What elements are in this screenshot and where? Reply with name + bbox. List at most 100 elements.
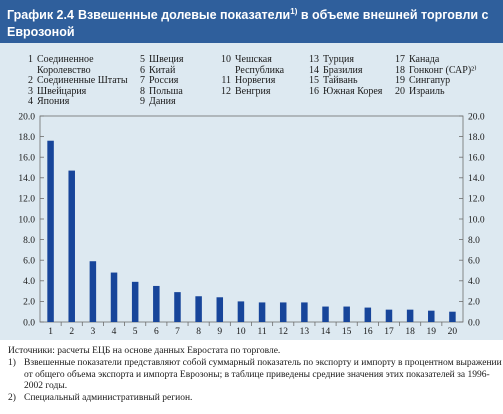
legend-item-name: Бразилия — [323, 64, 363, 76]
x-tick-label: 9 — [217, 327, 222, 337]
x-tick-label: 20 — [448, 327, 458, 337]
legend-item-name: Тайвань — [323, 75, 358, 86]
legend-item-number: 19 — [395, 75, 405, 86]
x-tick-label: 7 — [175, 327, 180, 337]
legend-item-number: 17 — [395, 54, 405, 65]
chart-title-text-rest: в объеме внешней торговли с Еврозоной — [7, 8, 489, 40]
bar — [258, 302, 266, 322]
chart-title-text: Взвешенные долевые показатели — [77, 8, 291, 23]
x-tick-label: 6 — [154, 327, 159, 337]
legend-item: 1 Соединенное — [20, 54, 128, 66]
legend-item-name: Швейцария — [37, 85, 87, 97]
legend-item: 17 Канада — [392, 54, 477, 66]
legend-item-name: Турция — [323, 54, 354, 65]
bar-chart: 0.0 0.02.0 2.04.0 4.06.0 6.08.0 8.010.0 10.012… — [18, 112, 485, 337]
legend-item-name: Чешская — [235, 54, 272, 65]
bar — [153, 285, 160, 322]
chart-footer: Источники: расчеты ЕЦБ на основе данных … — [0, 346, 503, 405]
legend-item: 10 Чешская — [218, 54, 284, 66]
legend-item-number: 12 — [221, 85, 231, 97]
x-tick-label: 14 — [321, 327, 331, 337]
legend-item-name-continued: Королевство — [37, 64, 91, 76]
bar — [110, 272, 118, 322]
y-tick-label-left: 0.0 — [23, 318, 35, 328]
legend-item-number: 14 — [309, 64, 319, 76]
legend-item: 12 Венгрия — [218, 85, 284, 98]
bar — [449, 311, 456, 322]
legend-item: 3 Швейцария — [20, 85, 128, 98]
legend-item-number: 2 — [28, 75, 33, 86]
legend-item-number: 6 — [140, 64, 145, 76]
y-tick-label-left: 16.0 — [18, 154, 35, 164]
y-tick-label-left: 8.0 — [23, 236, 35, 246]
legend-item-number: 16 — [309, 85, 319, 97]
legend-column: 13 Турция 14 Бразилия 15 Тайвань 16 Южная Корея — [306, 54, 383, 98]
chart-title-footnote-mark: 1) — [290, 7, 298, 16]
bar — [406, 309, 414, 322]
country-legend: 1 Соединенное Королевство 2 Соединенные Штат… — [0, 54, 503, 145]
y-tick-label-left: 10.0 — [18, 215, 35, 225]
legend-item-number: 4 — [28, 96, 33, 107]
y-tick-label-left: 12.0 — [18, 195, 35, 205]
bar — [343, 306, 350, 322]
legend-item: 9 Дания — [132, 96, 184, 108]
legend-item-number: 5 — [140, 54, 145, 65]
x-tick-label: 18 — [405, 327, 415, 337]
bar — [364, 307, 372, 322]
legend-column: 1 Соединенное Королевство 2 Соединенные Штат… — [20, 54, 128, 108]
x-tick-label: 19 — [427, 327, 437, 337]
x-tick-label: 12 — [278, 327, 288, 337]
legend-column: 17 Канада 18 Гонконг (САР)²⁾ 19 Сингапур 20 Изр… — [392, 54, 477, 98]
chart-panel: 1 Соединенное Королевство 2 Соединенные Штат… — [0, 43, 503, 340]
y-tick-label-right: 10.0 — [468, 215, 485, 225]
x-tick-label: 17 — [384, 327, 394, 337]
legend-item-number: 13 — [309, 54, 319, 65]
legend-item-name: Швеция — [149, 54, 184, 65]
legend-item: 6 Китай — [132, 64, 184, 77]
x-tick-label: 16 — [363, 327, 373, 337]
legend-item-name: Южная Корея — [323, 85, 383, 97]
bar — [237, 301, 245, 322]
legend-item: 14 Бразилия — [306, 64, 382, 77]
x-tick-label: 4 — [112, 327, 117, 337]
bar — [385, 309, 393, 322]
legend-item: 8 Польша — [132, 85, 184, 98]
legend-item: 16 Южная Корея — [306, 85, 383, 98]
legend-item-name: Польша — [149, 85, 183, 97]
y-tick-label-right: 18.0 — [468, 133, 485, 143]
legend-item: 15 Тайвань — [306, 75, 382, 87]
legend-item-name: Израиль — [409, 85, 445, 97]
y-tick-label-left: 4.0 — [23, 277, 35, 287]
source-note: Источники: расчеты ЕЦБ на основе данных … — [8, 346, 281, 356]
chart-header: График 2.4 Взвешенные долевые показатели1… — [0, 0, 503, 43]
legend-item-number: 9 — [140, 96, 145, 107]
legend-item-name: Канада — [409, 54, 440, 65]
y-tick-label-right: 6.0 — [468, 257, 480, 267]
x-tick-label: 13 — [300, 327, 310, 337]
legend-item-number: 20 — [395, 85, 405, 97]
chart-title: График 2.4 Взвешенные долевые показатели1… — [7, 3, 497, 41]
x-tick-label: 3 — [91, 327, 96, 337]
legend-item-number: 7 — [140, 75, 145, 86]
bar — [131, 281, 139, 322]
bar — [89, 261, 97, 322]
legend-item: 20 Израиль — [392, 85, 477, 98]
bar — [216, 297, 224, 322]
bar — [301, 302, 308, 322]
plot-frame — [39, 115, 464, 323]
legend-item-name: Венгрия — [235, 85, 271, 97]
legend-item-number: 11 — [221, 75, 231, 86]
legend-item-name-continued: Республика — [235, 64, 285, 76]
legend-item: 7 Россия — [132, 75, 184, 87]
footnote-1-text: Взвешенные показатели представляют собой… — [24, 357, 502, 392]
y-tick-label-left: 6.0 — [23, 257, 35, 267]
y-tick-label-left: 20.0 — [18, 112, 35, 122]
bar — [279, 302, 287, 322]
legend-column: 5 Швеция 6 Китай 7 Россия 8 Польша 9 Дания — [132, 54, 184, 108]
footnote-1: 1) Взвешенные показатели представляют соб… — [0, 358, 503, 393]
x-tick-label: 2 — [69, 327, 74, 337]
y-tick-label-left: 14.0 — [18, 174, 35, 184]
legend-item-number: 15 — [309, 75, 319, 86]
legend-item-name: Китай — [149, 64, 176, 76]
legend-item-number: 10 — [221, 54, 231, 65]
